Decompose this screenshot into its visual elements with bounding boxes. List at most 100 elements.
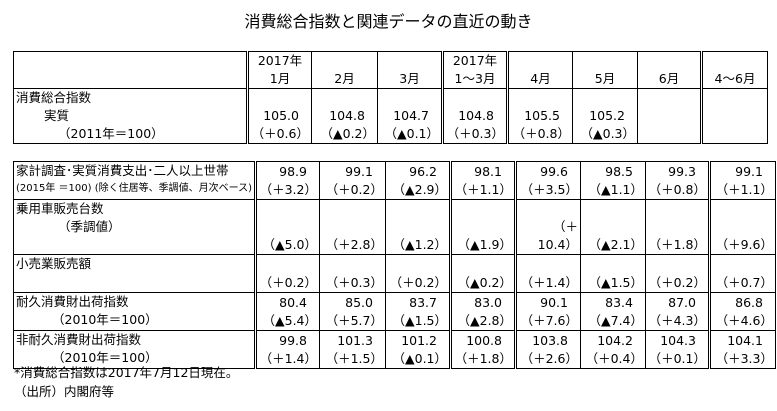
label-sub (16, 273, 252, 291)
data-cell: 99.8 （＋1.4） (255, 330, 320, 369)
change-rate: （▲2.9） (392, 182, 448, 197)
value: 87.0 (668, 295, 696, 310)
column-header-text (575, 53, 635, 70)
column-header-text (314, 53, 375, 70)
source-note: （出所）内閣府等 (14, 384, 115, 399)
value (705, 107, 765, 125)
header-label-cell (13, 51, 249, 89)
data-cell: 99.1 （＋1.1） (709, 161, 776, 200)
change-rate: （▲0.3） (580, 126, 636, 141)
data-cell: 104.1 （＋3.3） (709, 330, 776, 369)
value (713, 218, 773, 236)
data-cell: 101.3 （＋1.5） (319, 330, 386, 369)
data-cell: （▲1.9） (450, 199, 517, 255)
change-rate: （＋7.6） (520, 313, 578, 328)
column-header: 5月 (572, 51, 638, 89)
change-rate: （＋5.7） (325, 313, 383, 328)
value (322, 218, 383, 236)
header-row: 2017年 1月 2月 3月 2017年 1～3月 4月 5月 6月 4～6月 (13, 51, 768, 89)
value: 99.3 (668, 164, 696, 179)
label-main: 小売業販売額 (16, 256, 92, 271)
data-cell: 87.0 （＋4.3） (645, 292, 711, 331)
label-main: 消費総合指数 (16, 90, 92, 105)
data-cell: 104.7 （▲0.1） (377, 88, 444, 144)
value (648, 256, 706, 274)
column-header: 4～6月 (701, 51, 768, 89)
data-cell: 104.8 （＋0.3） (442, 88, 509, 144)
data-cell: 104.3 （＋0.1） (645, 330, 711, 369)
label-main: 家計調査･実質消費支出･二人以上世帯 (16, 163, 229, 178)
column-header-text (640, 53, 698, 70)
change-rate: （＋0.8） (648, 182, 706, 197)
data-cell: 100.8 （＋1.8） (450, 330, 517, 369)
data-cell: 105.5 （＋0.8） (507, 88, 573, 144)
label-sub: （季調値） (58, 219, 121, 234)
column-header: 6月 (637, 51, 703, 89)
data-cell: （＋1.8） (645, 199, 711, 255)
change-rate: （＋1.5） (325, 351, 383, 366)
value: 104.8 (458, 108, 494, 123)
value (648, 218, 706, 236)
change-rate: （＋0.6） (251, 126, 309, 141)
column-header-text: 4月 (530, 71, 551, 86)
data-cell: 104.8 （▲0.2） (311, 88, 378, 144)
change-rate: （＋0.3） (446, 126, 504, 141)
column-header-text (380, 53, 439, 70)
table-row: 家計調査･実質消費支出･二人以上世帯 (2015年 ＝100) (除く住居等、季調… (13, 161, 776, 200)
data-cell: 98.5 （▲1.1） (580, 161, 646, 200)
data-cell: （＋0.2） (645, 254, 711, 293)
column-header-text: 2017年 (452, 53, 498, 68)
change-rate: （＋4.3） (648, 313, 706, 328)
data-cell (637, 88, 703, 144)
row-label: 耐久消費財出荷指数 （2010年＝100） (13, 292, 257, 331)
data-cell: 105.0 （＋0.6） (247, 88, 312, 144)
change-rate (640, 125, 698, 143)
data-cell: 86.8 （＋4.6） (709, 292, 776, 331)
row-label: 家計調査･実質消費支出･二人以上世帯 (2015年 ＝100) (除く住居等、季調… (13, 161, 257, 200)
value: 83.7 (409, 295, 437, 310)
data-cell: 105.2 （▲0.3） (572, 88, 638, 144)
data-cell: 83.4 （▲7.4） (580, 292, 646, 331)
data-cell: （＋0.3） (319, 254, 386, 293)
value (259, 256, 317, 274)
change-rate: （＋3.5） (520, 182, 578, 197)
value: 104.3 (660, 333, 696, 348)
footnote: *消費総合指数は2017年7月12日現在。 (14, 365, 239, 380)
label-sub: （2010年＝100） (52, 312, 158, 327)
change-rate: （▲0.2） (320, 126, 376, 141)
value: 103.8 (532, 333, 568, 348)
value: 101.2 (401, 333, 437, 348)
change-rate: （＋0.4） (585, 351, 643, 366)
change-rate: （▲2.1） (588, 237, 644, 252)
column-header-text: 5月 (594, 71, 616, 86)
change-rate: （＋1.8） (648, 237, 706, 252)
related-data-table: 家計調査･実質消費支出･二人以上世帯 (2015年 ＝100) (除く住居等、季調… (13, 161, 776, 369)
column-header: 2017年 1月 (247, 51, 312, 89)
value (583, 256, 643, 274)
data-cell: （▲5.0） (255, 199, 320, 255)
change-rate: （▲5.0） (262, 237, 318, 252)
consumption-index-table: 2017年 1月 2月 3月 2017年 1～3月 4月 5月 6月 4～6月 消費総合指数 実質… (13, 51, 768, 144)
data-cell: （＋0.7） (709, 254, 776, 293)
column-header-text (705, 53, 765, 70)
change-rate: （＋0.7） (715, 275, 773, 290)
change-rate: （＋1.4） (259, 351, 317, 366)
data-cell: 85.0 （＋5.7） (319, 292, 386, 331)
table-row: 消費総合指数 実質 （2011年＝100） 105.0 （＋0.6） 104.8 （▲… (13, 88, 768, 144)
value: 90.1 (540, 295, 568, 310)
value (259, 218, 317, 236)
change-rate: （＋0.1） (648, 351, 706, 366)
change-rate: （＋0.2） (389, 275, 447, 290)
value: 99.1 (735, 164, 763, 179)
value: 105.5 (524, 108, 560, 123)
data-cell: （▲1.5） (580, 254, 646, 293)
value (454, 256, 512, 274)
change-rate: （▲7.4） (588, 313, 644, 328)
data-cell: 80.4 （▲5.4） (255, 292, 320, 331)
value (519, 200, 578, 218)
value: 104.1 (727, 333, 763, 348)
change-rate: （＋1.4） (520, 275, 578, 290)
value: 99.8 (279, 333, 307, 348)
data-cell: （▲0.2） (450, 254, 517, 293)
change-rate: （▲0.1） (384, 126, 440, 141)
